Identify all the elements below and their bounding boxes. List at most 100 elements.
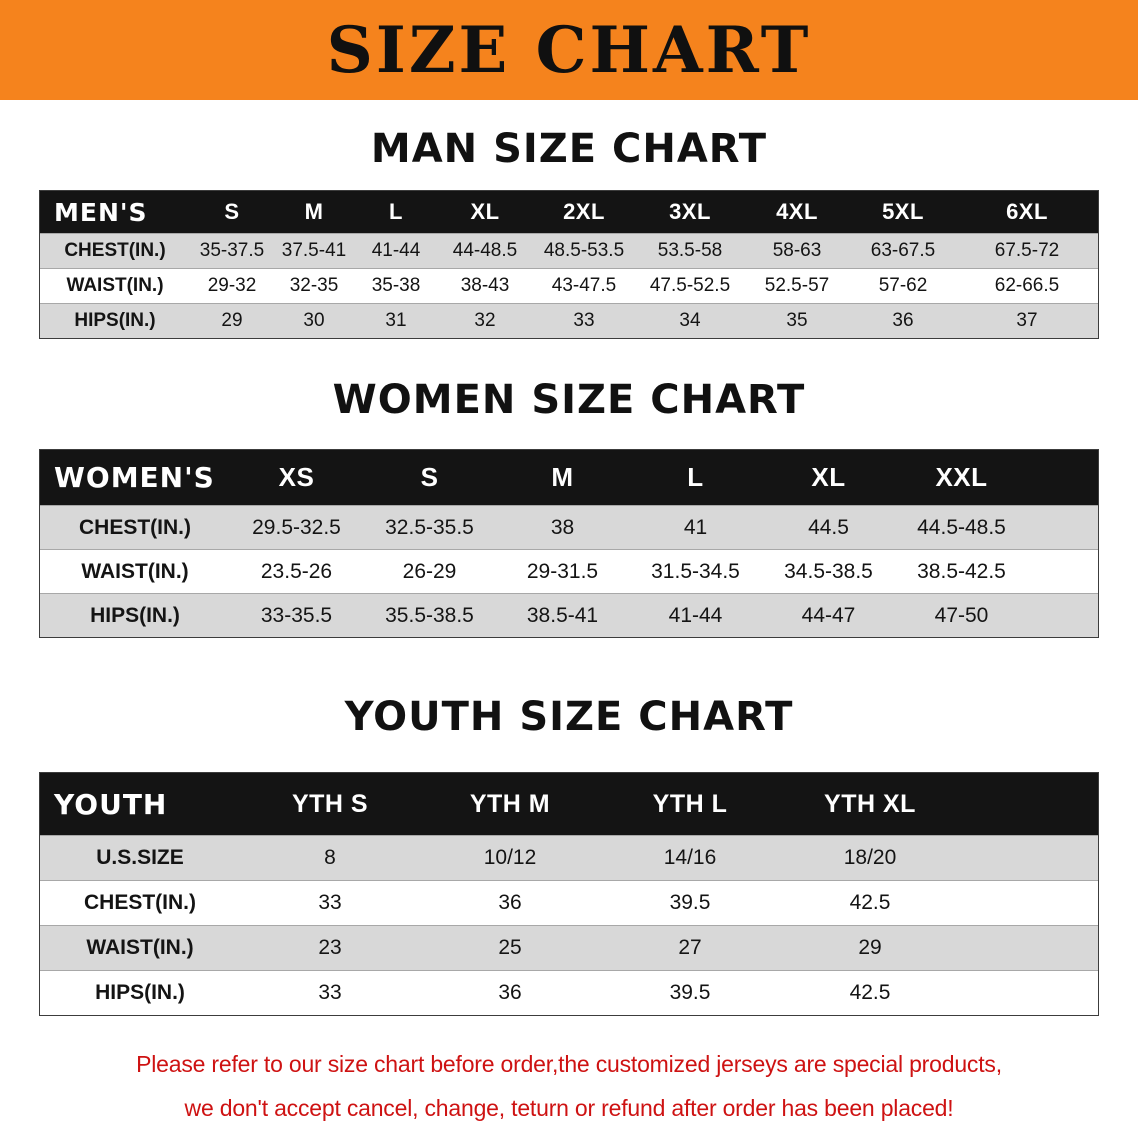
value-cell: 36 (498, 891, 522, 914)
value-cell: 35-37.5 (199, 240, 265, 261)
value-cell: 39.5 (669, 981, 711, 1004)
row-label-cell: CHEST(IN.) (84, 891, 196, 914)
value-cell: 29.5-32.5 (252, 515, 341, 539)
value-cell: 32.5-35.5 (385, 515, 474, 539)
value-cell: 44.5 (808, 515, 849, 539)
size-header-cell: 4XL (776, 199, 818, 224)
value-cell: 41-44 (371, 240, 421, 261)
size-header-cell: 2XL (563, 199, 605, 224)
men-size-table: MEN'S S M L XL 2XL 3XL 4XL 5XL 6XL CHEST(IN.) 35-37… (39, 190, 1099, 339)
value-cell: 43-47.5 (551, 275, 617, 296)
value-cell: 35.5-38.5 (385, 603, 474, 627)
value-cell: 35 (786, 310, 808, 331)
size-header-cell: 3XL (669, 199, 711, 224)
value-cell: 32 (474, 310, 496, 331)
table-title-cell: WOMEN'S (54, 461, 215, 494)
table-row: CHEST(IN.) 35-37.5 37.5-41 41-44 44-48.5 48.5… (40, 233, 1098, 268)
value-cell: 35-38 (371, 275, 421, 296)
table-header-row: WOMEN'S XS S M L XL XXL (40, 450, 1098, 505)
row-label-cell: WAIST(IN.) (86, 936, 194, 959)
value-cell: 41 (683, 515, 708, 539)
value-cell: 39.5 (669, 891, 711, 914)
value-cell: 58-63 (772, 240, 822, 261)
size-header-cell: XS (278, 462, 315, 492)
value-cell: 26-29 (402, 559, 457, 583)
value-cell: 27 (678, 936, 702, 959)
size-header-cell: S (420, 462, 439, 492)
value-cell: 36 (892, 310, 914, 331)
value-cell: 30 (303, 310, 325, 331)
table-header-row: YOUTH YTH S YTH M YTH L YTH XL (40, 773, 1098, 835)
value-cell: 8 (324, 846, 336, 869)
value-cell: 47-50 (934, 603, 989, 627)
table-row: WAIST(IN.) 23.5-26 26-29 29-31.5 31.5-34.5 34… (40, 549, 1098, 593)
banner-title: SIZE CHART (326, 12, 812, 88)
value-cell: 67.5-72 (994, 240, 1060, 261)
value-cell: 42.5 (849, 981, 891, 1004)
value-cell: 62-66.5 (994, 275, 1060, 296)
value-cell: 29-32 (207, 275, 257, 296)
size-header-cell: XL (811, 462, 846, 492)
value-cell: 34.5-38.5 (784, 559, 873, 583)
row-label-cell: HIPS(IN.) (95, 981, 185, 1004)
size-chart-banner: SIZE CHART (0, 0, 1138, 100)
size-header-cell: L (389, 199, 403, 224)
value-cell: 44.5-48.5 (917, 515, 1006, 539)
size-header-cell: M (551, 462, 574, 492)
table-title-cell: YOUTH (54, 787, 168, 821)
row-label-cell: CHEST(IN.) (64, 240, 166, 261)
value-cell: 38.5-41 (526, 603, 599, 627)
disclaimer: Please refer to our size chart before or… (0, 1042, 1138, 1130)
value-cell: 44-48.5 (452, 240, 518, 261)
row-label-cell: HIPS(IN.) (90, 603, 180, 627)
disclaimer-line-1: Please refer to our size chart before or… (136, 1051, 1002, 1077)
value-cell: 33-35.5 (260, 603, 333, 627)
value-cell: 18/20 (843, 846, 897, 869)
youth-section: YOUTH SIZE CHART YOUTH YTH S YTH M YTH L YTH… (0, 694, 1138, 1016)
value-cell: 36 (498, 981, 522, 1004)
value-cell: 23.5-26 (260, 559, 333, 583)
value-cell: 38.5-42.5 (917, 559, 1006, 583)
size-header-cell: YTH M (469, 789, 551, 818)
table-row: HIPS(IN.) 33-35.5 35.5-38.5 38.5-41 41-44 44-… (40, 593, 1098, 637)
value-cell: 42.5 (849, 891, 891, 914)
value-cell: 33 (573, 310, 595, 331)
size-header-cell: XL (470, 199, 500, 224)
size-header-cell: L (687, 462, 704, 492)
value-cell: 53.5-58 (657, 240, 723, 261)
table-row: U.S.SIZE 8 10/12 14/16 18/20 (40, 835, 1098, 880)
table-title-cell: MEN'S (54, 197, 148, 227)
value-cell: 23 (318, 936, 342, 959)
table-row: WAIST(IN.) 29-32 32-35 35-38 38-43 43-47.5 47.… (40, 268, 1098, 303)
women-section-heading: WOMEN SIZE CHART (332, 377, 806, 423)
value-cell: 47.5-52.5 (649, 275, 731, 296)
size-header-cell: XXL (935, 462, 988, 492)
youth-size-table: YOUTH YTH S YTH M YTH L YTH XL U.S.SIZE 8 10/12… (39, 772, 1099, 1016)
value-cell: 33 (318, 891, 342, 914)
row-label-cell: WAIST(IN.) (66, 275, 164, 296)
table-row: HIPS(IN.) 33 36 39.5 42.5 (40, 970, 1098, 1015)
value-cell: 25 (498, 936, 522, 959)
men-section-heading: MAN SIZE CHART (370, 126, 768, 172)
value-cell: 41-44 (668, 603, 723, 627)
row-label-cell: HIPS(IN.) (74, 310, 156, 331)
size-header-cell: 6XL (1006, 199, 1048, 224)
size-header-cell: M (304, 199, 324, 224)
size-header-cell: YTH XL (824, 789, 916, 818)
size-header-cell: YTH L (652, 789, 728, 818)
value-cell: 10/12 (483, 846, 537, 869)
table-row: WAIST(IN.) 23 25 27 29 (40, 925, 1098, 970)
row-label-cell: WAIST(IN.) (81, 559, 189, 583)
value-cell: 48.5-53.5 (543, 240, 625, 261)
table-row: CHEST(IN.) 29.5-32.5 32.5-35.5 38 41 44.5 44.5… (40, 505, 1098, 549)
size-header-cell: 5XL (882, 199, 924, 224)
disclaimer-line-2: we don't accept cancel, change, teturn o… (184, 1095, 954, 1121)
value-cell: 29 (858, 936, 882, 959)
women-size-table: WOMEN'S XS S M L XL XXL CHEST(IN.) 29.5-32.5 32.5… (39, 449, 1099, 638)
value-cell: 37.5-41 (281, 240, 347, 261)
value-cell: 31.5-34.5 (651, 559, 740, 583)
value-cell: 34 (679, 310, 701, 331)
value-cell: 57-62 (878, 275, 928, 296)
row-label-cell: U.S.SIZE (96, 846, 184, 869)
table-row: CHEST(IN.) 33 36 39.5 42.5 (40, 880, 1098, 925)
